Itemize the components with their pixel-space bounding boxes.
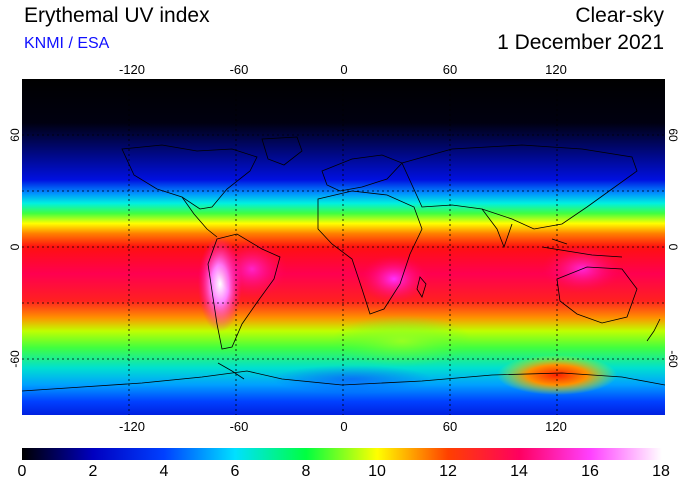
lon-bottom-label: 60 xyxy=(442,419,458,434)
date-label: 1 December 2021 xyxy=(497,31,664,54)
lon-bottom-label: -120 xyxy=(118,419,146,434)
colorbar-tick-label: 0 xyxy=(17,463,27,480)
colorbar-tick-label: 18 xyxy=(652,463,670,480)
south-atlantic-uv xyxy=(332,315,472,367)
map-title: Erythemal UV index xyxy=(24,4,210,27)
source-label: KNMI / ESA xyxy=(24,35,110,52)
lat-left-label: 0 xyxy=(8,243,22,251)
lat-left-label: -60 xyxy=(8,350,22,368)
lat-right-label: -60 xyxy=(666,350,680,368)
colorbar-tick-label: 10 xyxy=(368,463,386,480)
lon-top-label: -120 xyxy=(118,62,146,77)
uv-colorbar xyxy=(22,447,662,460)
southern-ocean-uv xyxy=(272,365,432,393)
lon-top-label: 0 xyxy=(340,62,348,77)
lon-bottom-label: -60 xyxy=(229,419,249,434)
lon-top-label: 60 xyxy=(442,62,458,77)
colorbar-tick-label: 4 xyxy=(159,463,169,480)
colorbar-tick-label: 16 xyxy=(581,463,599,480)
lat-right-label: 60 xyxy=(666,128,680,142)
colorbar-tick-label: 2 xyxy=(88,463,98,480)
lon-top-label: 120 xyxy=(545,62,567,77)
africa-high-uv xyxy=(360,255,428,303)
lon-bottom-label: 0 xyxy=(340,419,348,434)
lat-right-label: 0 xyxy=(666,243,680,251)
colorbar-gradient xyxy=(22,448,662,460)
graticule xyxy=(22,79,665,415)
colorbar-tick-label: 6 xyxy=(230,463,240,480)
uv-map-canvas xyxy=(22,79,665,415)
uv-index-map xyxy=(22,79,665,415)
colorbar-tick-label: 14 xyxy=(510,463,528,480)
colorbar-tick-label: 8 xyxy=(301,463,311,480)
colorbar-tick-label: 12 xyxy=(439,463,457,480)
lon-bottom-label: 120 xyxy=(545,419,567,434)
condition-label: Clear-sky xyxy=(575,4,664,27)
lon-top-label: -60 xyxy=(229,62,249,77)
coastlines xyxy=(22,136,665,392)
lat-left-label: 60 xyxy=(8,128,22,142)
south-america-high-uv xyxy=(217,239,287,299)
